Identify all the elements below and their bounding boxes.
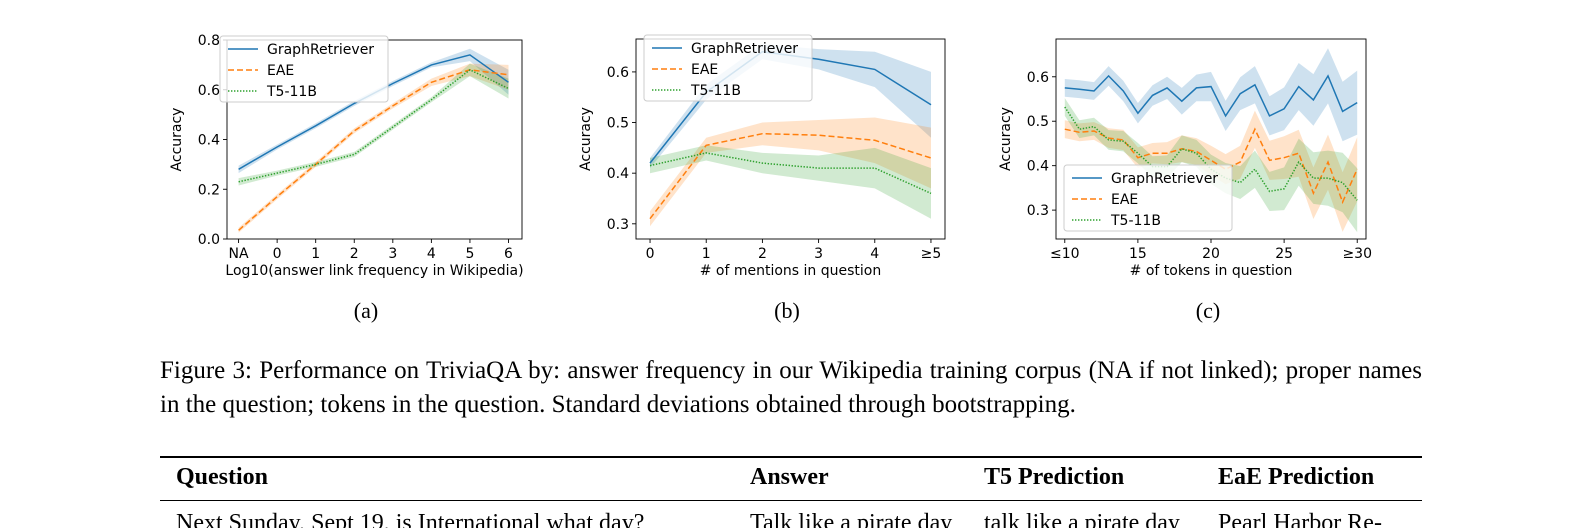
y-tick-label: 0.3 — [1027, 203, 1049, 219]
legend-label-2: T5-11B — [690, 83, 741, 99]
x-tick-label: 0 — [646, 246, 655, 262]
x-tick-label: 2 — [758, 246, 767, 262]
x-axis-label: # of mentions in question — [700, 263, 882, 279]
confidence-band-2 — [238, 63, 509, 186]
table-top-rule — [160, 456, 1422, 458]
x-tick-label: 2 — [350, 246, 359, 262]
series-line-2 — [649, 152, 932, 195]
x-tick-label: ≤10 — [1050, 246, 1080, 262]
y-tick-label: 0.6 — [198, 83, 220, 99]
x-tick-label: 1 — [702, 246, 711, 262]
chart-c: ≤10 15 20 25 ≥30 0.3 0.4 0.5 0.6 # of tokens in q… — [998, 38, 1372, 279]
x-tick-label: NA — [229, 246, 249, 262]
legend-label-1: EAE — [1111, 192, 1138, 208]
confidence-band-0 — [238, 48, 509, 174]
y-tick-label: 0.6 — [607, 65, 629, 81]
x-tick-label: 4 — [427, 246, 436, 262]
x-axis-label: Log10(answer link frequency in Wikipedia… — [225, 263, 523, 279]
x-tick-label: ≥30 — [1342, 246, 1372, 262]
x-tick-label: 3 — [388, 246, 397, 262]
legend-label-1: EAE — [691, 62, 718, 78]
cell-eae-prediction: Pearl Harbor Re- — [1218, 510, 1382, 528]
y-tick-label: 0.4 — [198, 133, 220, 149]
subfigure-label-b: (b) — [774, 298, 800, 323]
cell-question: Next Sunday, Sept 19, is International w… — [176, 510, 645, 528]
y-tick-label: 0.5 — [607, 116, 629, 132]
y-tick-label: 0.8 — [198, 33, 220, 49]
y-tick-label: 0.4 — [607, 166, 629, 182]
chart-b: 0 1 2 3 4 ≥5 0.3 0.4 0.5 0.6 # of mentions in ques… — [578, 34, 946, 279]
series-line-0 — [1064, 74, 1358, 118]
header-answer: Answer — [750, 464, 829, 490]
figure-caption: Figure 3: Performance on TriviaQA by: an… — [160, 357, 1422, 418]
legend-label-0: GraphRetriever — [1111, 171, 1218, 187]
x-tick-label: 5 — [465, 246, 474, 262]
y-tick-label: 0.4 — [1027, 159, 1049, 175]
x-tick-label: 1 — [311, 246, 320, 262]
y-axis-label: Accuracy — [578, 107, 594, 171]
legend-box — [219, 35, 389, 103]
subfigure-label-c: (c) — [1195, 298, 1221, 323]
confidence-band-0 — [1064, 48, 1358, 142]
x-tick-label: ≥5 — [921, 246, 942, 262]
subfigure-label-a: (a) — [353, 298, 379, 323]
table-header-rule — [160, 500, 1422, 501]
x-tick-label: 6 — [504, 246, 513, 262]
x-tick-label: 3 — [814, 246, 823, 262]
x-tick-label: 4 — [870, 246, 879, 262]
series-line-1 — [649, 132, 932, 220]
x-axis-label: # of tokens in question — [1130, 263, 1293, 279]
y-tick-label: 0.3 — [607, 217, 629, 233]
confidence-band-2 — [650, 145, 931, 219]
legend-label-0: GraphRetriever — [267, 42, 374, 58]
legend-box — [643, 34, 813, 102]
y-tick-label: 0.0 — [198, 232, 220, 248]
x-tick-label: 20 — [1202, 246, 1220, 262]
chart-a: NA 0 1 2 3 4 5 6 0.0 0.2 0.4 0.6 0.8 Log10(answer lin… — [169, 33, 524, 279]
y-axis-label: Accuracy — [169, 108, 185, 172]
x-tick-label: 0 — [273, 246, 282, 262]
header-eae-prediction: EaE Prediction — [1218, 464, 1375, 490]
header-t5-prediction: T5 Prediction — [984, 464, 1125, 490]
legend-box — [1063, 164, 1233, 232]
legend-label-2: T5-11B — [266, 84, 317, 100]
legend-label-1: EAE — [267, 63, 294, 79]
legend-label-2: T5-11B — [1110, 213, 1161, 229]
confidence-band-1 — [650, 117, 931, 227]
cell-answer: Talk like a pirate day — [750, 510, 953, 528]
y-tick-label: 0.2 — [198, 182, 220, 198]
y-tick-label: 0.6 — [1027, 70, 1049, 86]
y-tick-label: 0.5 — [1027, 114, 1049, 130]
series-line-1 — [1064, 127, 1358, 205]
x-tick-label: 25 — [1275, 246, 1293, 262]
header-question: Question — [176, 464, 269, 490]
series-line-2 — [238, 68, 509, 183]
legend-label-0: GraphRetriever — [691, 41, 798, 57]
x-tick-label: 15 — [1129, 246, 1147, 262]
series-line-1 — [238, 69, 509, 231]
cell-t5-prediction: talk like a pirate day — [984, 510, 1180, 528]
y-axis-label: Accuracy — [998, 107, 1014, 171]
